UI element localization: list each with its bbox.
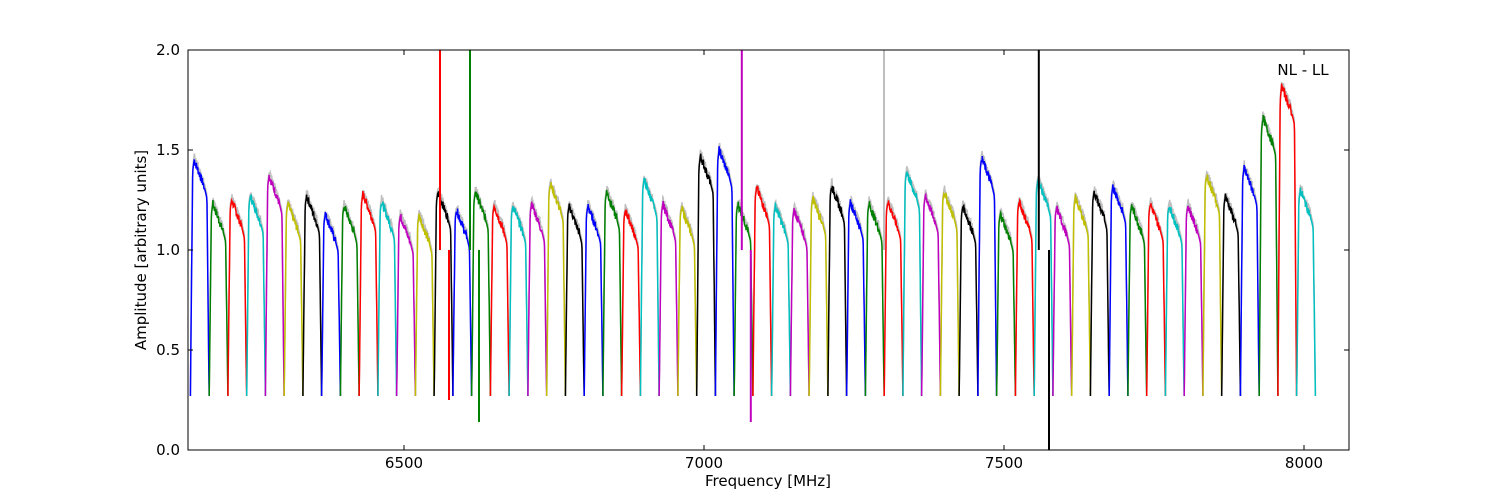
channel-series-segment	[527, 201, 548, 397]
background-series-segment	[452, 205, 473, 397]
background-series-segment	[1202, 169, 1223, 397]
channel-series-segment	[452, 208, 473, 397]
background-series-segment	[883, 196, 904, 397]
channel-series-segment	[845, 199, 867, 397]
x-tick-label: 6500	[385, 454, 423, 472]
channel-series-segment	[714, 146, 735, 397]
channel-series-segment	[958, 204, 979, 397]
channel-series-segment	[545, 182, 567, 397]
channel-series-segment	[1220, 193, 1242, 397]
y-tick-label: 2.0	[156, 41, 180, 59]
background-series-segment	[339, 199, 360, 397]
channel-series-segment	[1145, 203, 1167, 397]
x-tick-label: 7500	[985, 454, 1023, 472]
channel-series-segment	[827, 185, 848, 397]
channel-series-segment	[227, 197, 248, 397]
channel-series-segment	[695, 153, 717, 397]
background-series-segment	[377, 194, 398, 397]
channel-series-segment	[489, 203, 510, 397]
channel-series-segment	[770, 202, 792, 397]
tick-layer: 6500 7000 7500 8000 0.0 0.5 1.0 1.5 2.0	[156, 41, 1349, 472]
y-tick-label: 0.0	[156, 441, 180, 459]
channel-series-segment	[339, 205, 360, 397]
channel-series-segment	[320, 212, 342, 397]
channel-series-segment	[1033, 179, 1054, 397]
channel-series-segment	[1164, 206, 1185, 397]
channel-series-segment	[995, 209, 1017, 397]
channel-series-segment	[1127, 204, 1148, 397]
background-series-segment	[827, 178, 848, 397]
background-series-segment	[977, 150, 998, 397]
channel-series-segment	[752, 184, 773, 397]
channel-series-segment	[808, 195, 829, 397]
channel-series-segment	[1183, 205, 1204, 397]
background-series-segment	[1164, 199, 1185, 397]
channel-series-segment	[658, 200, 679, 397]
x-axis-label: Frequency [MHz]	[705, 472, 831, 490]
channel-series-segment	[189, 158, 210, 397]
channel-series-segment	[1089, 190, 1110, 397]
channel-series-segment	[208, 200, 229, 397]
background-series-segment	[1145, 197, 1167, 397]
chart-annotation: NL - LL	[1277, 61, 1329, 79]
channel-series-segment	[1108, 184, 1129, 397]
x-tick-label: 8000	[1285, 454, 1323, 472]
channel-series-segment	[977, 155, 998, 397]
channel-series-segment	[639, 177, 660, 397]
channel-series-segment	[470, 191, 492, 397]
channel-series-segment	[902, 171, 923, 397]
channel-series-segment	[620, 208, 642, 397]
y-tick-label: 0.5	[156, 341, 180, 359]
channel-series-segment	[302, 194, 323, 397]
channel-series-segment	[283, 201, 304, 397]
x-tick-label: 7000	[685, 454, 723, 472]
channel-series-segment	[920, 191, 942, 397]
channel-series-segment	[508, 205, 529, 397]
channel-series-segment	[358, 191, 379, 397]
channel-series-segment	[789, 207, 810, 397]
channel-series-segment	[377, 201, 398, 397]
plot-area	[188, 50, 1349, 450]
channel-series-segment	[1202, 174, 1223, 397]
channel-series-segment	[1295, 187, 1317, 397]
channel-series-segment	[583, 204, 604, 397]
y-tick-label: 1.0	[156, 241, 180, 259]
channel-series-segment	[245, 194, 267, 397]
channel-series-segment	[264, 174, 285, 397]
channel-series-segment	[414, 213, 435, 397]
channel-series-segment	[1277, 83, 1298, 397]
series-layer	[189, 50, 1317, 450]
channel-series-segment	[1070, 194, 1092, 397]
channel-series-segment	[1014, 197, 1035, 397]
channel-series-segment	[733, 201, 754, 397]
y-tick-label: 1.5	[156, 141, 180, 159]
channel-series-segment	[1052, 205, 1073, 397]
channel-series-segment	[1258, 115, 1279, 397]
y-axis-label: Amplitude [arbitrary units]	[132, 150, 150, 350]
channel-series-segment	[564, 203, 585, 397]
channel-series-segment	[677, 205, 698, 397]
channel-series-segment	[395, 214, 417, 397]
channel-series-segment	[1239, 164, 1260, 397]
channel-series-segment	[939, 191, 960, 397]
channel-series-segment	[864, 201, 885, 397]
background-series-segment	[733, 198, 754, 397]
channel-series-segment	[433, 191, 454, 397]
channel-series-segment	[883, 200, 904, 397]
background-series-segment	[620, 203, 642, 397]
channel-series-segment	[602, 189, 623, 397]
